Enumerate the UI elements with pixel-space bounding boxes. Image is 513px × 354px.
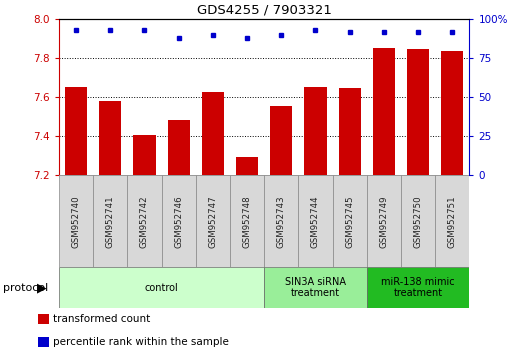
FancyBboxPatch shape xyxy=(332,175,367,267)
Text: miR-138 mimic
treatment: miR-138 mimic treatment xyxy=(381,277,455,298)
Text: GSM952742: GSM952742 xyxy=(140,195,149,247)
Title: GDS4255 / 7903321: GDS4255 / 7903321 xyxy=(197,4,331,17)
Text: GSM952748: GSM952748 xyxy=(243,195,251,247)
FancyBboxPatch shape xyxy=(59,175,93,267)
Bar xyxy=(339,87,361,175)
FancyBboxPatch shape xyxy=(264,175,299,267)
FancyBboxPatch shape xyxy=(299,175,332,267)
Bar xyxy=(270,106,292,175)
Text: transformed count: transformed count xyxy=(53,314,150,324)
FancyBboxPatch shape xyxy=(59,267,264,308)
Text: GSM952743: GSM952743 xyxy=(277,195,286,247)
Text: GSM952746: GSM952746 xyxy=(174,195,183,247)
FancyBboxPatch shape xyxy=(435,175,469,267)
Text: control: control xyxy=(145,282,179,293)
Bar xyxy=(65,87,87,175)
FancyBboxPatch shape xyxy=(127,175,162,267)
Bar xyxy=(373,48,395,175)
Text: ▶: ▶ xyxy=(37,281,47,294)
Text: GSM952741: GSM952741 xyxy=(106,195,115,247)
Text: GSM952745: GSM952745 xyxy=(345,195,354,247)
Bar xyxy=(407,49,429,175)
Text: SIN3A siRNA
treatment: SIN3A siRNA treatment xyxy=(285,277,346,298)
FancyBboxPatch shape xyxy=(367,175,401,267)
FancyBboxPatch shape xyxy=(367,267,469,308)
Bar xyxy=(133,135,155,175)
FancyBboxPatch shape xyxy=(162,175,196,267)
Text: GSM952740: GSM952740 xyxy=(72,195,81,247)
Bar xyxy=(236,157,258,175)
FancyBboxPatch shape xyxy=(196,175,230,267)
Bar xyxy=(38,337,49,347)
Text: GSM952744: GSM952744 xyxy=(311,195,320,247)
FancyBboxPatch shape xyxy=(230,175,264,267)
Text: GSM952750: GSM952750 xyxy=(413,195,423,247)
Bar xyxy=(38,314,49,324)
Bar xyxy=(168,120,190,175)
Bar xyxy=(202,92,224,175)
Text: GSM952747: GSM952747 xyxy=(208,195,218,247)
Text: protocol: protocol xyxy=(3,282,48,293)
Bar xyxy=(99,101,122,175)
FancyBboxPatch shape xyxy=(401,175,435,267)
Bar xyxy=(304,87,327,175)
Bar xyxy=(441,51,463,175)
FancyBboxPatch shape xyxy=(264,267,367,308)
Text: GSM952749: GSM952749 xyxy=(380,195,388,247)
FancyBboxPatch shape xyxy=(93,175,127,267)
Text: percentile rank within the sample: percentile rank within the sample xyxy=(53,337,229,347)
Text: GSM952751: GSM952751 xyxy=(448,195,457,247)
